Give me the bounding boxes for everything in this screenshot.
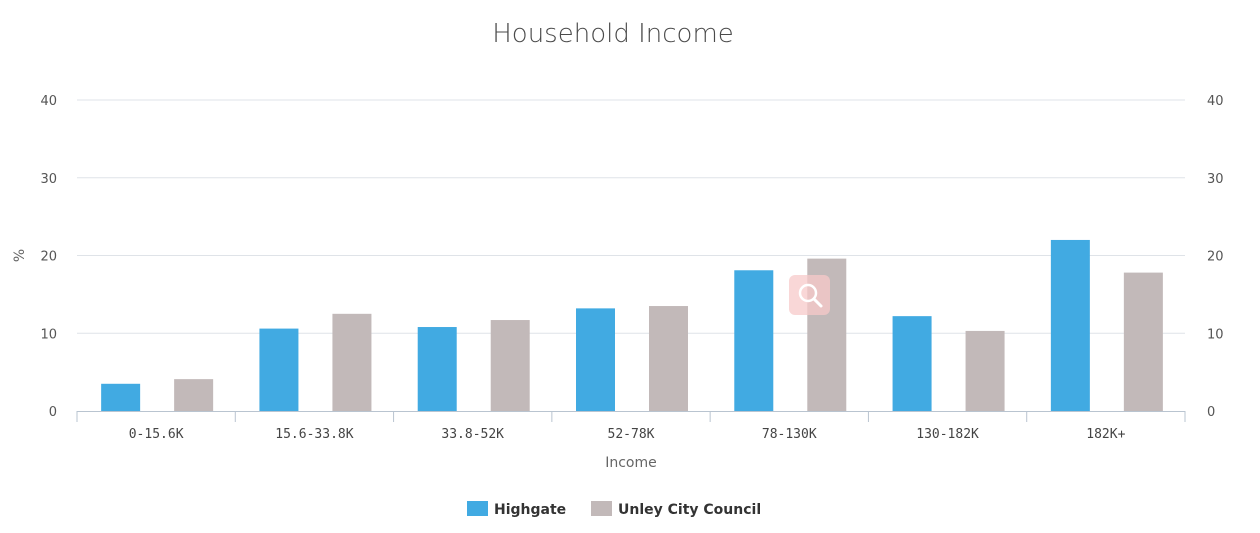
x-tick-label: 15.6-33.8K	[275, 427, 353, 442]
x-tick-label: 33.8-52K	[441, 427, 504, 442]
y-axis-title: %	[12, 249, 28, 262]
y-axis-right-ticks: 0 10 20 30 40	[1207, 94, 1224, 420]
x-tick-label: 52-78K	[608, 427, 655, 442]
bar-unley-3[interactable]	[649, 306, 688, 411]
x-tick-label: 182K+	[1086, 427, 1125, 442]
x-tick-label: 130-182K	[916, 427, 979, 442]
legend-label: Highgate	[494, 502, 566, 518]
chart-title: Household Income	[492, 19, 734, 49]
y-tick-label: 0	[49, 405, 57, 420]
bars	[101, 239, 1163, 411]
bar-highgate-0[interactable]	[101, 383, 141, 411]
bar-highgate-1[interactable]	[259, 328, 299, 411]
y-tick-label-right: 20	[1207, 250, 1224, 265]
bar-highgate-4[interactable]	[734, 270, 774, 411]
bar-highgate-5[interactable]	[892, 316, 932, 411]
bar-unley-1[interactable]	[332, 313, 372, 411]
zoom-icon[interactable]	[789, 275, 830, 315]
bar-unley-5[interactable]	[965, 330, 1005, 411]
legend-swatch	[467, 501, 488, 516]
x-tick-label: 78-130K	[762, 427, 817, 442]
y-tick-label-right: 0	[1207, 405, 1215, 420]
y-tick-label-right: 10	[1207, 327, 1224, 342]
grid-lines	[77, 99, 1185, 334]
x-axis-tick-marks	[76, 411, 1186, 422]
legend-item-unley[interactable]: Unley City Council	[591, 501, 761, 518]
legend-swatch	[591, 501, 612, 516]
y-tick-label-right: 40	[1207, 94, 1224, 109]
y-tick-label: 20	[40, 250, 57, 265]
bar-unley-6[interactable]	[1123, 272, 1163, 411]
bar-unley-2[interactable]	[490, 320, 530, 411]
legend-item-highgate[interactable]: Highgate	[467, 501, 566, 518]
bar-highgate-6[interactable]	[1050, 239, 1090, 411]
legend-label: Unley City Council	[618, 502, 761, 518]
y-tick-label: 30	[40, 172, 57, 187]
x-axis-tick-labels: 0-15.6K 15.6-33.8K 33.8-52K 52-78K 78-130K 13…	[129, 427, 1126, 442]
y-axis-left-ticks: 0 10 20 30 40	[40, 94, 57, 420]
y-tick-label-right: 30	[1207, 172, 1224, 187]
y-tick-label: 40	[40, 94, 57, 109]
legend[interactable]: Highgate Unley City Council	[467, 501, 761, 518]
x-axis-title: Income	[605, 455, 657, 471]
y-tick-label: 10	[40, 327, 57, 342]
bar-unley-0[interactable]	[174, 379, 214, 411]
bar-highgate-3[interactable]	[576, 308, 615, 411]
x-tick-label: 0-15.6K	[129, 427, 184, 442]
bar-highgate-2[interactable]	[417, 327, 457, 411]
